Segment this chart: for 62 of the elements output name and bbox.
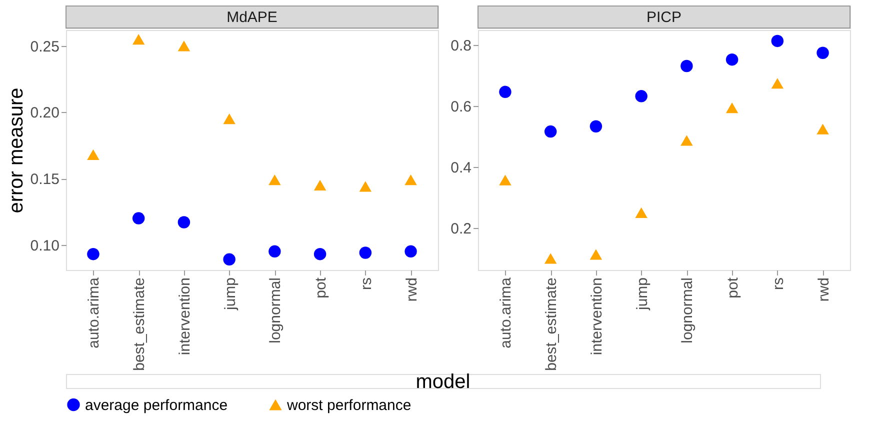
x-tick-label: jump — [634, 278, 651, 312]
x-tick-label: pot — [312, 276, 330, 298]
y-tick-label: 0.8 — [450, 37, 472, 54]
point — [544, 125, 557, 138]
point — [771, 34, 784, 48]
x-axis-title: model — [416, 371, 470, 393]
chart-title: MdAPE — [226, 9, 278, 26]
point — [816, 46, 829, 59]
point — [590, 249, 602, 260]
point — [635, 90, 648, 102]
x-tick-label: rs — [770, 278, 787, 290]
point — [726, 53, 738, 66]
x-tick-label: auto.arima — [86, 276, 103, 348]
chart-title: PICP — [646, 9, 682, 26]
point — [223, 114, 236, 124]
y-axis-title: error measure — [5, 88, 28, 214]
point — [499, 174, 512, 186]
point — [680, 135, 693, 146]
point — [404, 174, 417, 186]
y-tick-label: 0.2 — [450, 220, 472, 238]
point — [132, 212, 145, 224]
point — [544, 253, 557, 264]
x-tick-label: jump — [222, 278, 239, 312]
x-tick-label: auto.arima — [498, 276, 515, 348]
point — [268, 245, 281, 258]
point — [359, 181, 372, 192]
point — [359, 246, 372, 259]
point — [771, 78, 784, 89]
point — [726, 102, 738, 114]
x-tick-label: rwd — [815, 278, 832, 302]
point — [178, 216, 190, 228]
point — [268, 174, 281, 186]
y-tick-label: 0.4 — [450, 159, 472, 176]
x-tick-label: rwd — [403, 278, 420, 302]
point — [314, 248, 326, 260]
point — [314, 180, 326, 190]
point — [178, 40, 190, 52]
x-tick-label: pot — [724, 276, 742, 298]
x-tick-label: intervention — [588, 278, 606, 356]
y-tick-label: 0.6 — [450, 98, 472, 116]
x-tick-label: best_estimate — [543, 278, 560, 371]
legend-label: worst performance — [286, 396, 412, 414]
x-tick-label: lognormal — [679, 278, 696, 344]
point — [223, 253, 236, 266]
y-tick-label: 0.20 — [30, 104, 60, 122]
point — [87, 248, 100, 260]
legend-label: average performance — [85, 396, 228, 414]
y-tick-label: 0.15 — [30, 171, 60, 188]
point — [816, 124, 829, 134]
point — [404, 245, 417, 258]
x-tick-label: best_estimate — [131, 278, 148, 371]
x-tick-label: lognormal — [267, 278, 284, 344]
y-tick-label: 0.10 — [30, 237, 60, 254]
point — [635, 207, 648, 218]
point — [132, 34, 145, 45]
point — [590, 120, 602, 132]
point — [499, 86, 512, 98]
x-tick-label: rs — [358, 278, 375, 290]
y-tick-label: 0.25 — [30, 38, 60, 56]
x-tick-label: intervention — [176, 278, 194, 356]
point — [87, 149, 100, 160]
point — [680, 60, 693, 72]
